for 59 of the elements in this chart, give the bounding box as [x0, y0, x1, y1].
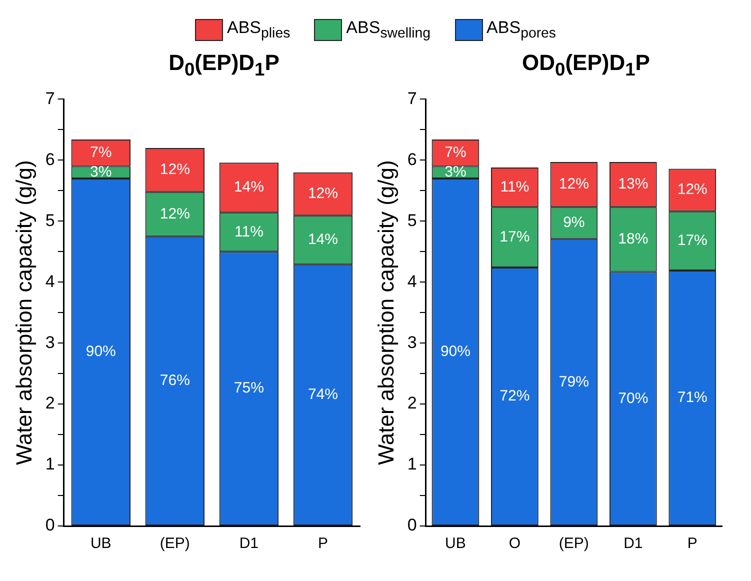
y-tick-label: 0 [407, 516, 417, 535]
y-tick-label: 1 [45, 454, 55, 474]
annotation: 3% [90, 164, 112, 181]
x-tick-label: O [508, 535, 521, 552]
chart-title: D$_{0}$(EP)D$_{1}$P [168, 50, 280, 82]
annotation: 12% [308, 185, 338, 202]
y-tick-label: 4 [407, 272, 417, 291]
annotation: 17% [500, 228, 530, 246]
annotation: 71% [677, 389, 708, 406]
x-tick-label: (EP) [160, 535, 190, 552]
x-tick-label: UB [445, 535, 466, 552]
y-tick-label: 2 [407, 394, 417, 413]
annotation: 17% [677, 232, 708, 250]
annotation: 7% [90, 144, 112, 161]
y-tick-label: 6 [45, 150, 55, 169]
annotation: 3% [444, 164, 466, 181]
x-tick-label: D1 [624, 535, 643, 552]
annotation: 12% [160, 161, 190, 178]
x-tick-label: P [687, 535, 698, 552]
annotation: 11% [500, 178, 530, 196]
annotation: 13% [618, 176, 648, 193]
legend-label: ABS$_{plies}$ [227, 18, 290, 42]
annotation: 7% [444, 144, 466, 161]
y-tick-label: 3 [45, 332, 55, 352]
chart-title: OD$_{0}$(EP)D$_{1}$P [521, 50, 651, 82]
x-tick-label: D1 [239, 535, 259, 552]
annotation: 90% [86, 343, 116, 360]
x-tick-label: (EP) [558, 535, 589, 552]
y-tick-label: 7 [45, 88, 55, 108]
annotation: 74% [308, 386, 338, 404]
annotation: 79% [558, 373, 589, 390]
annotation: 75% [234, 380, 264, 397]
annotation: 18% [618, 230, 648, 248]
y-tick-label: 1 [407, 454, 417, 474]
y-tick-label: 2 [45, 394, 55, 413]
annotation: 9% [563, 214, 585, 232]
annotation: 72% [500, 388, 530, 405]
annotation: 12% [677, 181, 708, 198]
y-axis-title: Water absorption capacity (g/g) [11, 160, 36, 466]
annotation: 70% [618, 390, 648, 407]
legend-label: ABS$_{pores}$ [486, 18, 556, 42]
annotation: 90% [440, 343, 470, 360]
annotation: 14% [234, 178, 264, 196]
annotation: 11% [234, 223, 264, 240]
y-tick-label: 4 [45, 272, 55, 291]
annotation: 76% [160, 372, 190, 390]
y-tick-label: 5 [45, 210, 55, 230]
y-tick-label: 7 [407, 88, 417, 108]
y-tick-label: 5 [407, 210, 417, 230]
x-tick-label: P [318, 535, 328, 552]
y-tick-label: 3 [407, 332, 417, 352]
y-tick-label: 6 [407, 150, 417, 169]
x-tick-label: UB [90, 535, 112, 552]
y-axis-title: Water absorption capacity (g/g) [373, 160, 398, 466]
legend-label: ABS$_{swelling}$ [346, 18, 431, 42]
annotation: 12% [160, 205, 190, 222]
y-tick-label: 0 [45, 516, 55, 535]
annotation: 14% [308, 231, 338, 248]
annotation: 12% [558, 176, 589, 193]
